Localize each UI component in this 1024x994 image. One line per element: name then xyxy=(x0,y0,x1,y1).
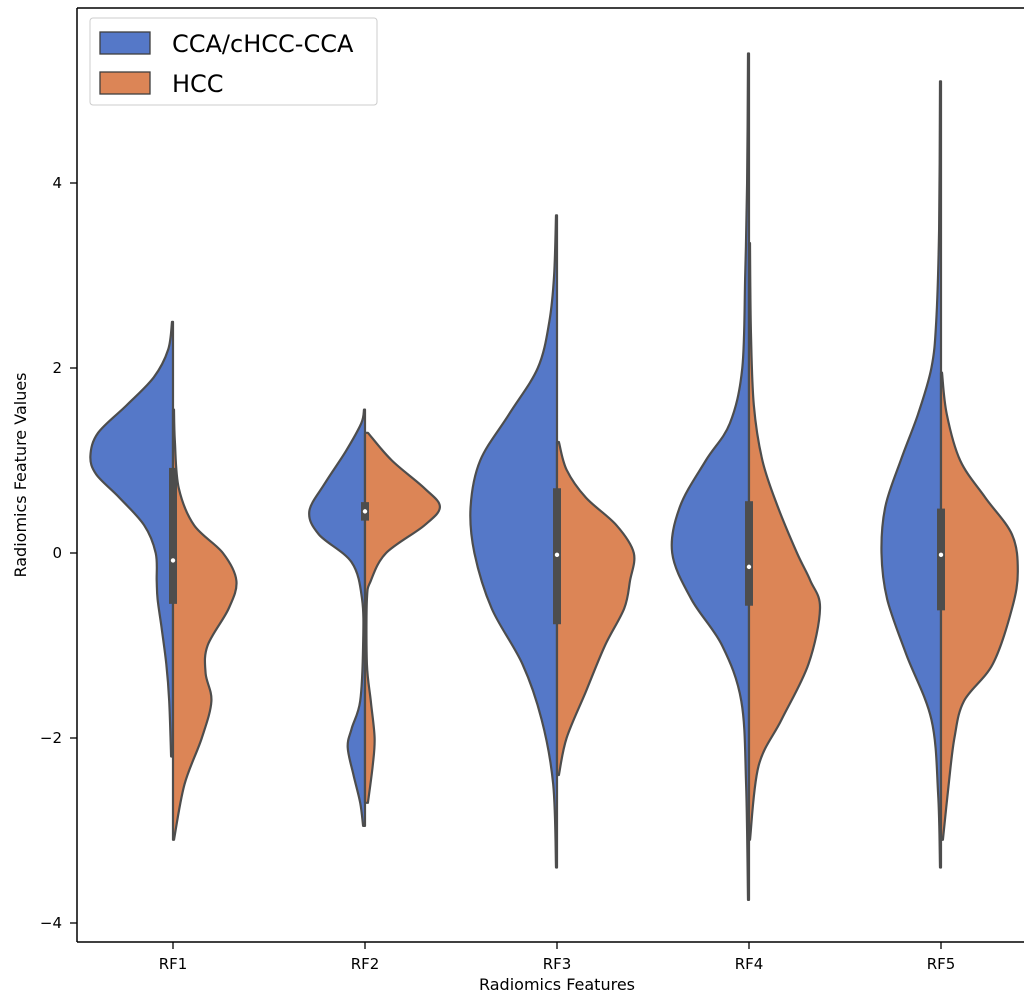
legend-label-cca: CCA/cHCC-CCA xyxy=(172,30,354,58)
violin-rf5-cca xyxy=(880,80,943,869)
median-rf1 xyxy=(170,558,176,563)
legend-swatch-hcc xyxy=(99,71,151,95)
violin-rf1-hcc xyxy=(171,408,238,841)
x-axis-title: Radiomics Features xyxy=(479,975,635,994)
x-tick-label-rf2: RF2 xyxy=(351,955,380,973)
legend-label-hcc: HCC xyxy=(172,70,224,98)
legend-swatch-cca xyxy=(99,31,151,55)
legend: CCA/cHCC-CCA HCC xyxy=(89,17,378,106)
y-ticks: −4 −2 0 2 4 xyxy=(40,174,77,932)
legend-frame xyxy=(89,17,378,106)
y-axis-title: Radiomics Feature Values xyxy=(11,372,30,577)
violin-rf3-hcc xyxy=(555,440,636,777)
box-rf1 xyxy=(169,467,177,604)
violin-rf5-hcc xyxy=(939,371,1019,841)
violin-layer xyxy=(89,52,1019,901)
median-rf3 xyxy=(554,552,560,558)
violin-rf4-hcc xyxy=(747,242,822,841)
x-tick-label-rf3: RF3 xyxy=(543,955,572,973)
y-tick-label: −4 xyxy=(40,914,62,932)
y-tick-label: −2 xyxy=(40,729,62,747)
x-ticks: RF1 RF2 RF3 RF4 RF5 xyxy=(159,942,956,973)
x-tick-label-rf5: RF5 xyxy=(927,955,956,973)
median-rf5 xyxy=(938,552,944,558)
x-tick-label-rf1: RF1 xyxy=(159,955,188,973)
box-rf4 xyxy=(745,501,753,606)
violin-rf2-cca xyxy=(308,408,367,827)
y-tick-label: 0 xyxy=(52,544,62,562)
y-tick-label: 4 xyxy=(52,174,62,192)
box-layer xyxy=(169,467,945,625)
violin-rf1-cca xyxy=(89,320,175,758)
median-rf4 xyxy=(746,564,752,570)
x-tick-label-rf4: RF4 xyxy=(735,955,764,973)
violin-rf3-cca xyxy=(469,214,559,869)
violin-rf2-hcc xyxy=(363,431,441,804)
median-rf2 xyxy=(362,509,368,514)
box-rf5 xyxy=(937,508,945,611)
y-tick-label: 2 xyxy=(52,359,62,377)
violin-rf4-cca xyxy=(670,52,751,901)
axes xyxy=(76,7,1024,943)
